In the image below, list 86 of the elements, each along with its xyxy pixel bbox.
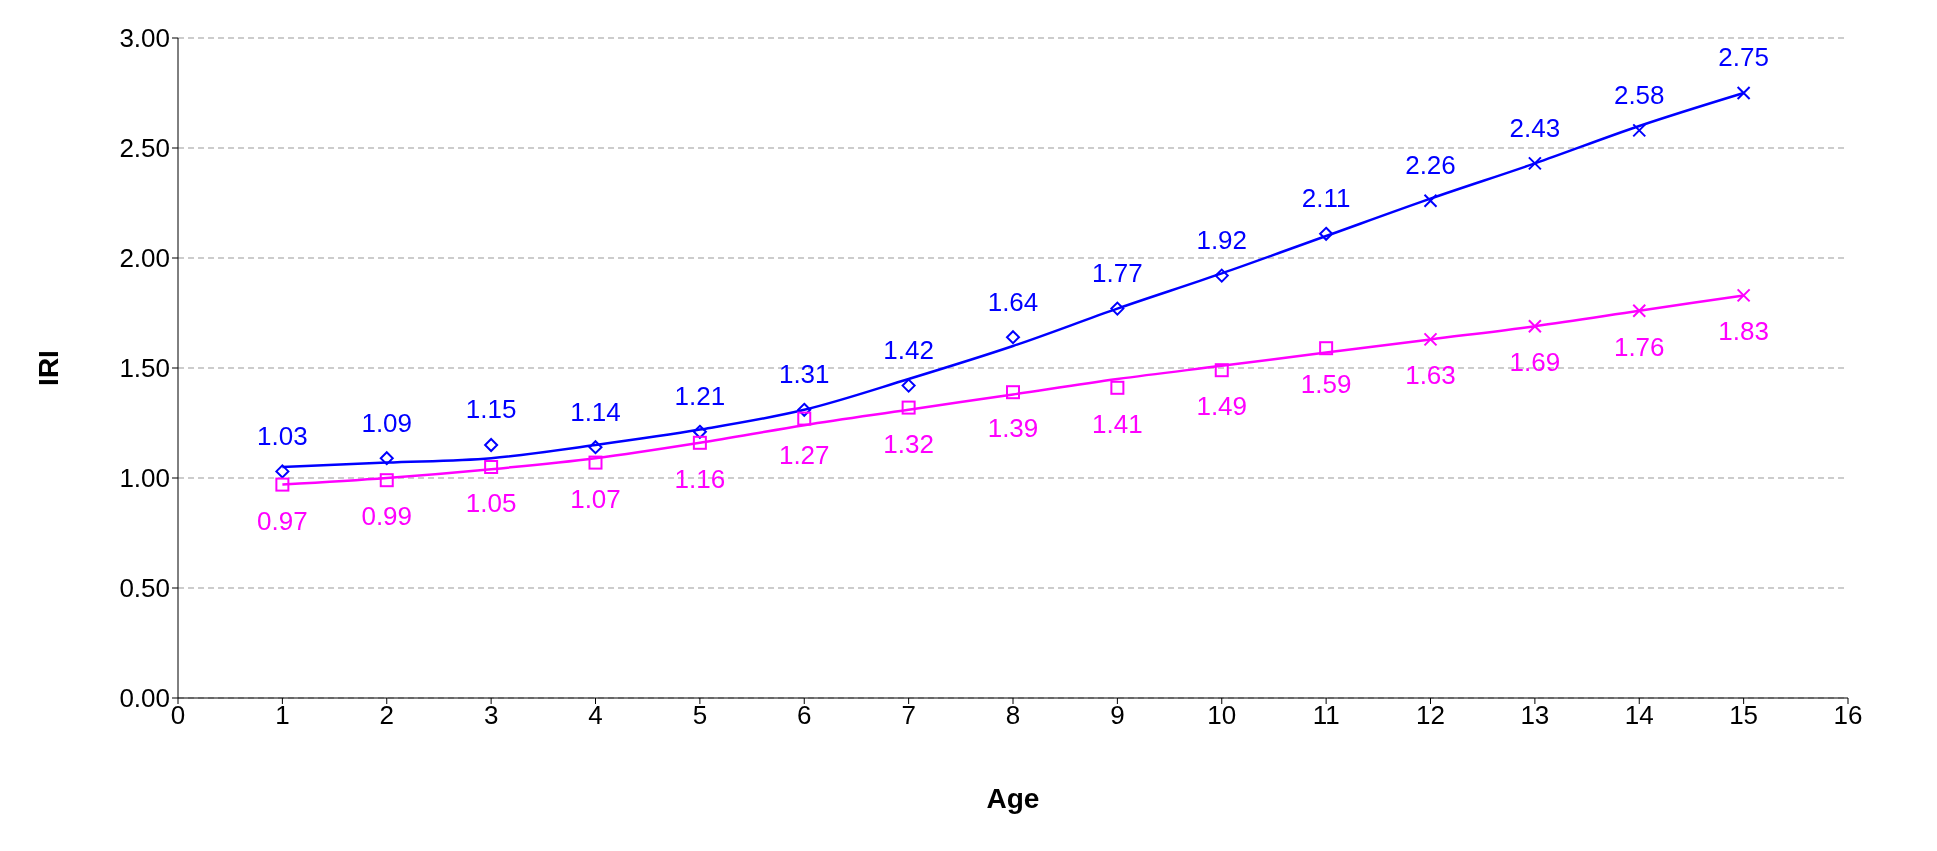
data-label: 1.32 xyxy=(883,428,934,459)
point xyxy=(484,460,499,474)
point xyxy=(379,473,394,488)
x-tick-label: 7 xyxy=(901,700,916,731)
x-tick-label: 14 xyxy=(1624,700,1654,731)
data-label: 1.15 xyxy=(465,394,517,425)
y-tick-label: 1.00 xyxy=(119,463,170,494)
data-label: 1.83 xyxy=(1718,316,1769,347)
data-label: 1.07 xyxy=(570,483,621,514)
point xyxy=(1423,193,1438,208)
x-tick-label: 9 xyxy=(1110,700,1125,731)
point xyxy=(1632,123,1647,138)
x-tick-label: 13 xyxy=(1520,700,1550,731)
point xyxy=(1736,288,1751,303)
x-tick-label: 1 xyxy=(275,700,290,731)
x-tick-label: 10 xyxy=(1207,700,1237,731)
y-tick-label: 0.00 xyxy=(119,683,170,714)
point xyxy=(484,438,499,452)
data-label: 2.26 xyxy=(1405,150,1456,181)
point xyxy=(275,477,290,492)
x-tick-label: 4 xyxy=(588,700,603,731)
data-label: 1.14 xyxy=(570,396,621,427)
data-label: 2.43 xyxy=(1509,112,1561,143)
x-tick-label: 12 xyxy=(1416,700,1445,731)
y-tick-label: 1.50 xyxy=(119,353,170,384)
data-label: 1.59 xyxy=(1300,369,1352,400)
x-axis-title: Age xyxy=(986,783,1040,814)
x-tick-label: 15 xyxy=(1729,700,1759,731)
data-label: 1.42 xyxy=(883,335,934,366)
data-label: 1.09 xyxy=(361,407,413,438)
point xyxy=(692,435,707,450)
data-label: 1.27 xyxy=(778,439,830,470)
data-label: 1.16 xyxy=(674,463,726,494)
x-tick-label: 3 xyxy=(483,700,499,731)
point xyxy=(1736,86,1751,100)
data-label: 0.99 xyxy=(361,501,413,532)
data-label: 1.21 xyxy=(674,381,726,412)
x-tick-label: 2 xyxy=(379,700,394,731)
point xyxy=(379,451,394,466)
point xyxy=(1319,341,1334,356)
point xyxy=(1214,268,1229,283)
data-label: 1.05 xyxy=(465,487,517,518)
data-label: 1.31 xyxy=(778,359,830,390)
x-tick-label: 11 xyxy=(1312,700,1340,731)
point xyxy=(901,378,916,393)
point xyxy=(797,402,812,417)
point xyxy=(1110,380,1125,395)
data-label: 1.64 xyxy=(987,286,1039,317)
data-label: 1.69 xyxy=(1509,347,1561,378)
point xyxy=(1632,303,1647,318)
point xyxy=(1527,156,1542,171)
point xyxy=(1006,330,1020,345)
y-tick-label: 3.00 xyxy=(119,23,170,54)
y-tick-label: 2.50 xyxy=(119,133,170,164)
point xyxy=(1110,301,1125,316)
x-tick-label: 6 xyxy=(797,700,812,731)
x-tick-label: 0 xyxy=(170,700,186,731)
point xyxy=(588,455,603,470)
data-label: 1.63 xyxy=(1405,360,1456,391)
data-label: 1.03 xyxy=(257,420,308,451)
data-label: 1.76 xyxy=(1613,331,1665,362)
y-tick-label: 0.50 xyxy=(119,573,170,604)
point xyxy=(1423,332,1438,347)
data-label: 2.11 xyxy=(1301,183,1351,214)
x-tick-label: 5 xyxy=(692,700,708,731)
point xyxy=(901,400,916,415)
data-label: 1.39 xyxy=(987,413,1039,444)
data-label: 1.77 xyxy=(1092,258,1143,289)
point xyxy=(797,411,812,426)
data-label: 1.49 xyxy=(1196,391,1248,422)
point xyxy=(1319,226,1334,241)
point xyxy=(1527,319,1542,334)
point xyxy=(1006,385,1020,400)
point xyxy=(588,440,603,455)
y-axis-title: IRI xyxy=(32,350,64,386)
data-label: 2.75 xyxy=(1718,42,1769,73)
x-tick-label: 8 xyxy=(1005,700,1021,731)
point xyxy=(275,464,290,479)
data-label: 0.97 xyxy=(257,505,308,536)
data-label: 1.41 xyxy=(1092,408,1143,439)
data-label: 2.58 xyxy=(1613,79,1665,110)
data-label: 1.92 xyxy=(1196,225,1248,256)
y-tick-label: 2.00 xyxy=(119,243,170,274)
x-tick-label: 16 xyxy=(1833,700,1863,731)
point xyxy=(1214,363,1229,378)
point xyxy=(692,424,707,439)
